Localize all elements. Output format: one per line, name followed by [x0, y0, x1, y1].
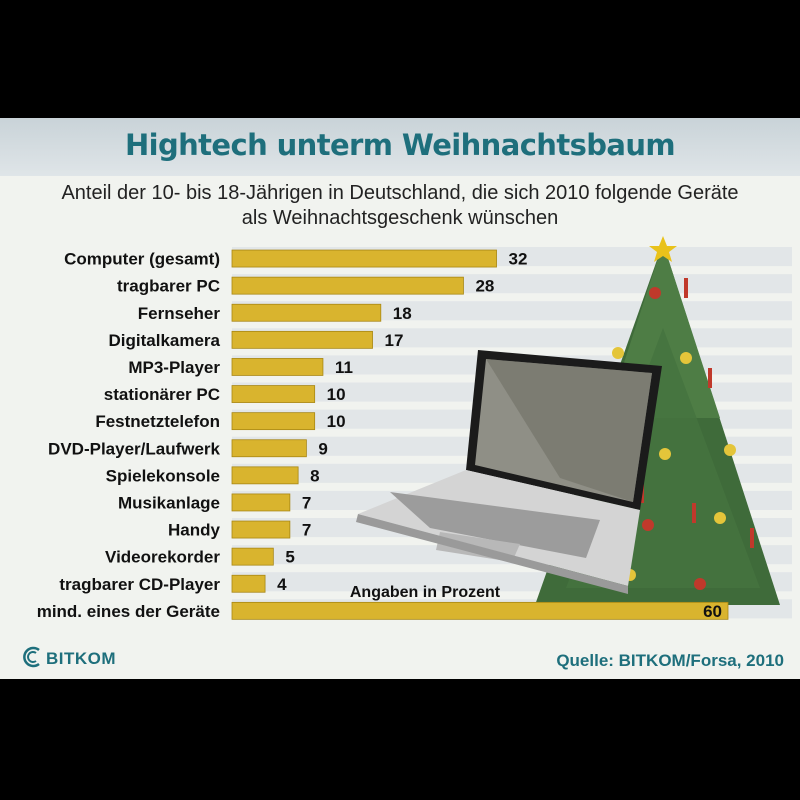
- bar: [231, 601, 729, 620]
- chart-subtitle-line-2: als Weihnachtsgeschenk wünschen: [241, 207, 559, 229]
- star-icon: [649, 236, 677, 262]
- value-label: 28: [475, 277, 494, 296]
- value-label: 18: [393, 304, 412, 323]
- bar: [231, 493, 291, 512]
- category-label: MP3-Player: [128, 358, 220, 377]
- category-label: DVD-Player/Laufwerk: [48, 439, 220, 458]
- bar: [231, 466, 299, 485]
- chart-title: Hightech unterm Weihnachtsbaum: [124, 128, 676, 162]
- category-label: tragbarer CD-Player: [59, 575, 220, 594]
- value-label: 10: [327, 385, 346, 404]
- category-label: Festnetztelefon: [95, 412, 220, 431]
- bar: [231, 249, 497, 268]
- value-label: 9: [318, 439, 327, 458]
- category-label: Spielekonsole: [106, 466, 220, 485]
- bitkom-logo-icon: [23, 646, 40, 668]
- infographic: Hightech unterm Weihnachtsbaum Anteil de…: [0, 118, 800, 679]
- bar: [231, 330, 373, 349]
- value-label: 60: [703, 602, 722, 621]
- bar: [231, 358, 324, 376]
- laptop-illustration: [356, 350, 662, 594]
- category-label: tragbarer PC: [117, 277, 220, 296]
- bitkom-logo-text: BITKOM: [46, 649, 117, 668]
- category-label: stationärer PC: [104, 385, 220, 404]
- category-label: Musikanlage: [118, 493, 220, 512]
- value-label: 10: [327, 412, 346, 431]
- bars: [231, 249, 729, 620]
- value-label: 4: [277, 575, 287, 594]
- category-label: Handy: [168, 521, 221, 540]
- bar: [231, 574, 266, 593]
- bar-chart: Computer (gesamt) tragbarer PC Fernseher Di…: [37, 236, 792, 621]
- source-note: Quelle: BITKOM/Forsa, 2010: [556, 651, 784, 670]
- value-label: 7: [302, 521, 311, 540]
- unit-note: Angaben in Prozent: [350, 584, 501, 601]
- bar: [231, 276, 464, 295]
- bar: [231, 385, 316, 403]
- category-label: Computer (gesamt): [64, 250, 220, 269]
- bar: [231, 303, 382, 322]
- value-label: 8: [310, 466, 319, 485]
- bar: [231, 439, 307, 458]
- bar: [231, 547, 274, 566]
- category-label: Digitalkamera: [109, 331, 221, 350]
- category-label: Videorekorder: [105, 548, 220, 567]
- value-label: 11: [335, 358, 353, 377]
- category-label: mind. eines der Geräte: [37, 602, 220, 621]
- value-label: 7: [302, 493, 311, 512]
- title-band: [0, 118, 800, 176]
- bar: [231, 412, 316, 431]
- category-label: Fernseher: [138, 304, 221, 323]
- chart-subtitle-line-1: Anteil der 10- bis 18-Jährigen in Deutsc…: [61, 182, 739, 204]
- value-label: 17: [385, 331, 404, 350]
- value-label: 32: [509, 250, 528, 269]
- category-labels: Computer (gesamt) tragbarer PC Fernseher Di…: [37, 250, 221, 621]
- value-label: 5: [285, 548, 294, 567]
- bar: [231, 520, 291, 539]
